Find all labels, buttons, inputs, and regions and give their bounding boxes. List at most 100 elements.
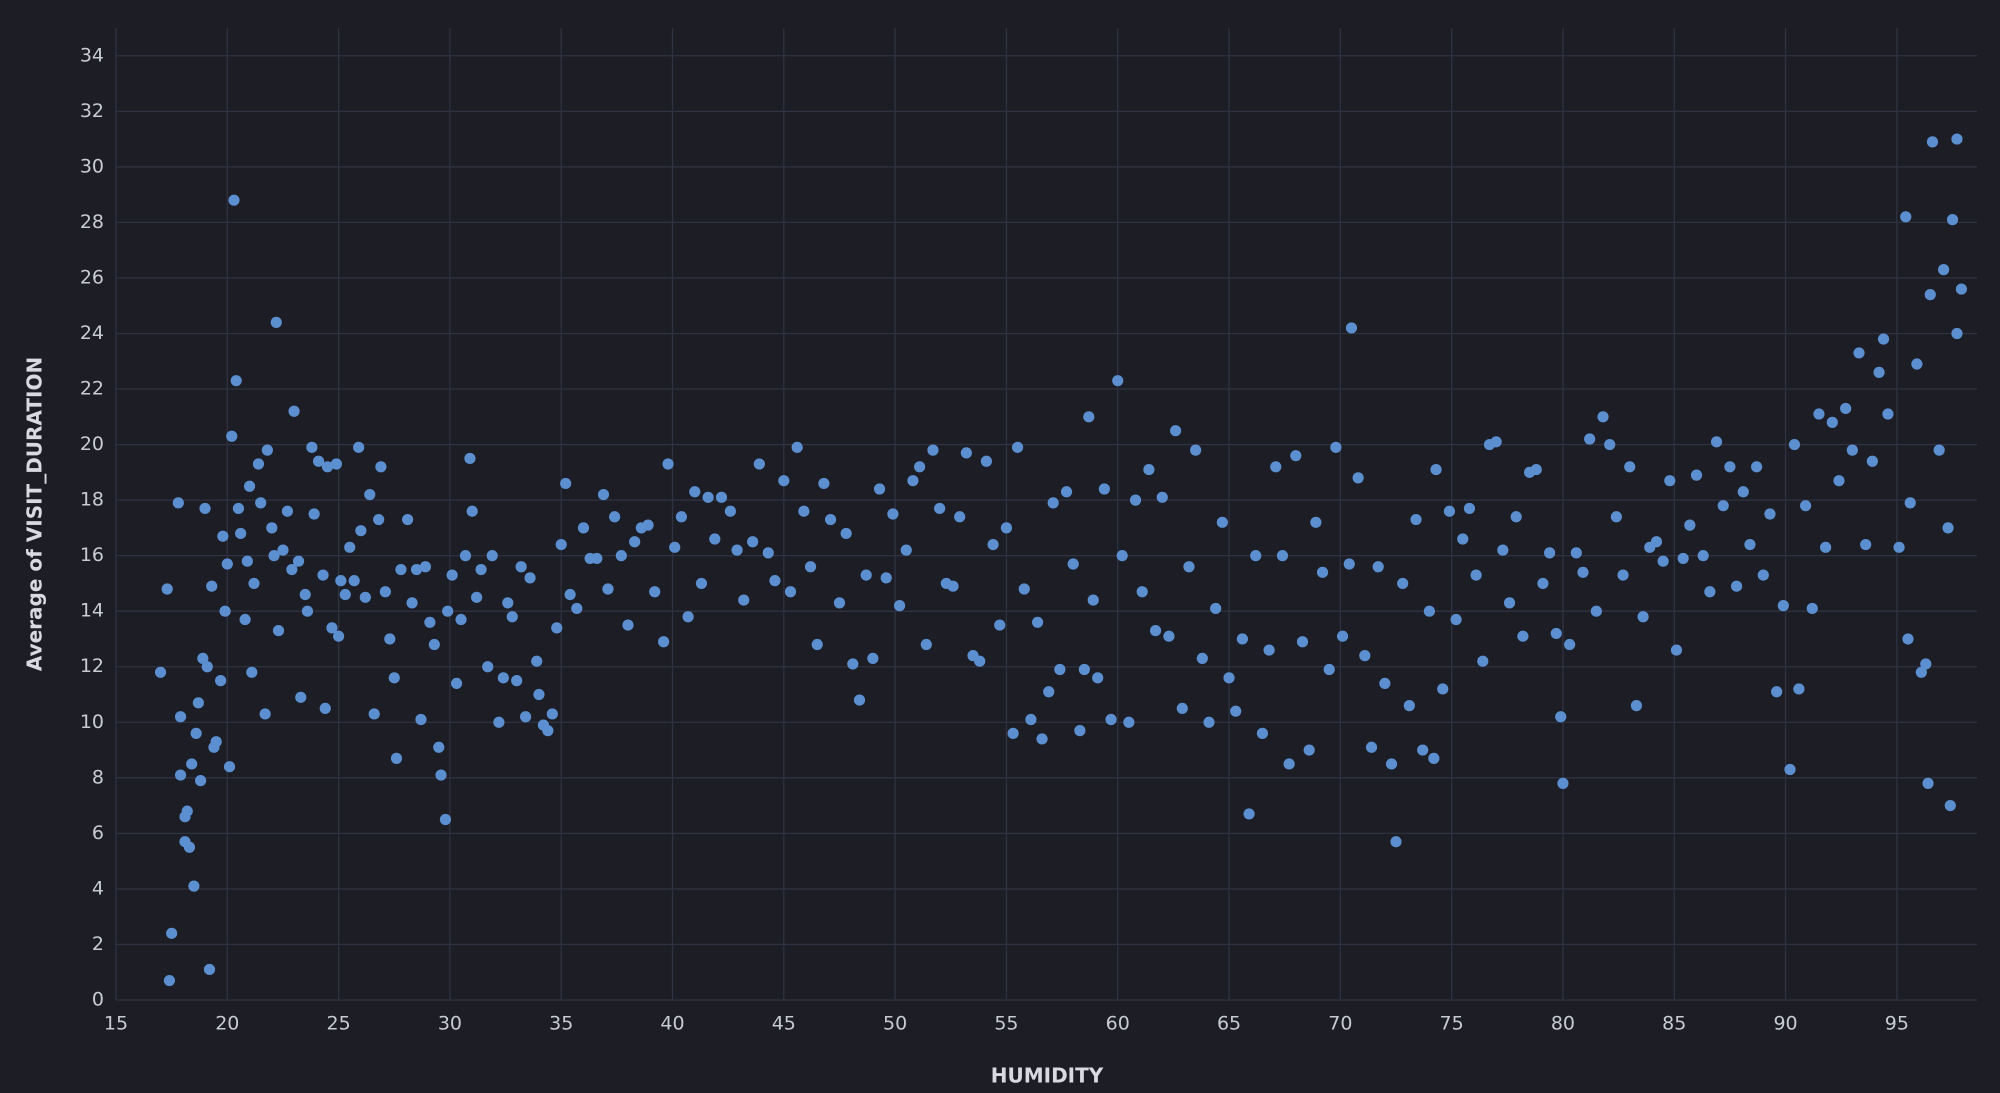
point	[1951, 327, 1963, 340]
point	[1664, 475, 1676, 487]
point	[597, 488, 610, 501]
point	[181, 805, 193, 817]
point	[1904, 497, 1916, 509]
point	[221, 558, 233, 570]
point	[1092, 672, 1104, 684]
point	[1530, 463, 1542, 476]
point	[299, 588, 311, 601]
point	[1450, 613, 1462, 626]
point	[1112, 375, 1124, 387]
point	[172, 497, 184, 509]
point	[333, 630, 345, 642]
point	[1784, 763, 1796, 776]
point	[163, 974, 176, 987]
point	[206, 580, 218, 592]
point	[818, 477, 830, 490]
point	[1345, 322, 1358, 334]
y-tick-label: 4	[92, 877, 104, 899]
x-tick-label: 30	[438, 1013, 462, 1035]
x-tick-label: 45	[772, 1013, 796, 1035]
point	[466, 505, 478, 517]
point	[629, 536, 641, 548]
y-tick-label: 22	[80, 378, 104, 400]
point	[1250, 550, 1262, 562]
point	[295, 691, 307, 703]
point	[239, 613, 251, 626]
point	[1011, 441, 1024, 453]
point	[174, 711, 187, 723]
point	[1074, 725, 1086, 737]
point	[1806, 602, 1818, 615]
point	[1129, 494, 1142, 506]
point	[201, 661, 213, 673]
point	[747, 536, 759, 548]
point	[368, 708, 380, 720]
point	[577, 522, 590, 534]
point	[379, 586, 391, 598]
point	[1924, 289, 1936, 301]
point	[475, 563, 487, 576]
point	[994, 619, 1006, 631]
point	[960, 447, 972, 459]
point	[642, 519, 654, 531]
point	[210, 736, 222, 748]
y-tick-label: 2	[92, 933, 104, 955]
point	[1751, 461, 1763, 473]
point	[1604, 438, 1616, 451]
point	[887, 508, 899, 520]
point	[900, 544, 912, 556]
point	[1067, 558, 1079, 570]
point	[281, 505, 294, 517]
point	[406, 597, 418, 609]
x-tick-label: 15	[104, 1013, 128, 1035]
point	[571, 602, 583, 615]
point	[486, 550, 498, 562]
point	[252, 458, 265, 470]
point	[1203, 716, 1215, 728]
point	[1116, 550, 1128, 562]
point	[1757, 569, 1769, 581]
point	[1430, 463, 1442, 476]
point	[359, 591, 371, 603]
point	[658, 636, 670, 648]
point	[1597, 411, 1609, 423]
point	[450, 677, 463, 690]
point	[702, 491, 714, 503]
point	[1256, 727, 1269, 739]
point	[194, 775, 207, 787]
point	[675, 511, 688, 523]
point	[1216, 516, 1228, 528]
point	[1083, 411, 1095, 423]
point	[1176, 702, 1188, 715]
point	[731, 544, 743, 556]
point	[893, 600, 906, 612]
point	[591, 552, 603, 565]
point	[1210, 602, 1222, 615]
y-tick-label: 28	[80, 211, 104, 233]
point	[1893, 541, 1905, 553]
point	[255, 497, 267, 509]
point	[1243, 808, 1255, 820]
point	[804, 561, 817, 573]
x-tick-label: 60	[1106, 1013, 1130, 1035]
point	[1025, 713, 1037, 726]
point	[306, 441, 318, 453]
point	[1911, 358, 1923, 370]
point	[373, 513, 385, 526]
x-tick-label: 55	[994, 1013, 1018, 1035]
y-tick-label: 0	[92, 989, 104, 1011]
point	[230, 375, 242, 387]
point	[1470, 569, 1482, 581]
point	[1276, 550, 1289, 562]
point	[824, 513, 837, 526]
point	[1882, 408, 1894, 420]
point	[270, 316, 282, 328]
point	[1497, 544, 1509, 556]
point	[1223, 672, 1235, 684]
y-tick-label: 10	[80, 711, 104, 733]
point	[317, 569, 329, 581]
point	[1764, 508, 1776, 520]
point	[1428, 752, 1440, 764]
x-tick-label: 80	[1551, 1013, 1575, 1035]
